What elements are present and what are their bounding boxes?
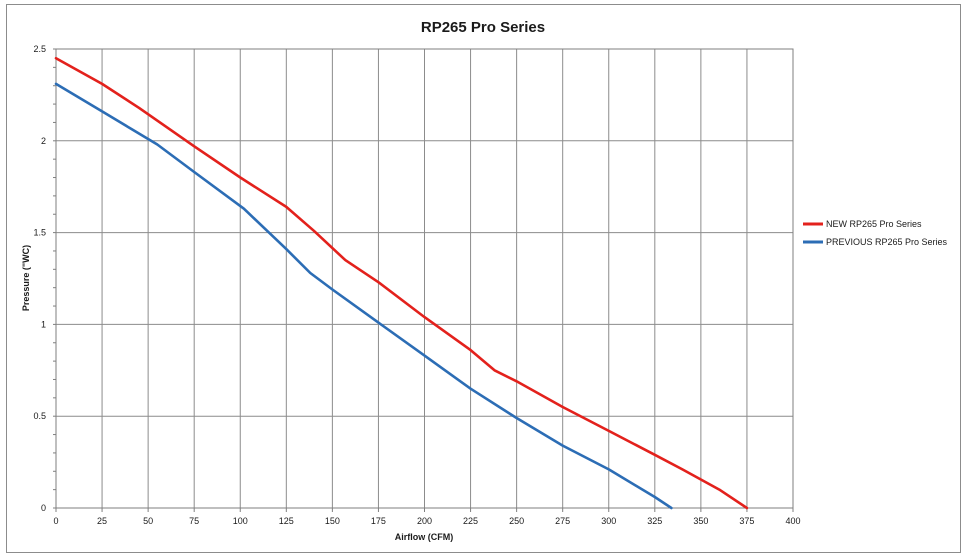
y-axis-label: Pressure ("WC) [21,245,31,311]
chart-title: RP265 Pro Series [421,19,545,36]
x-tick-label: 175 [371,516,386,526]
x-tick-label: 325 [647,516,662,526]
y-tick-label: 2 [41,136,46,146]
y-tick-label: 0 [41,503,46,513]
x-tick-label: 50 [143,516,153,526]
minor-tick-layer [53,48,794,512]
y-tick-label: 1.5 [33,228,46,238]
new-series-line [54,56,749,510]
plot-area [55,48,794,509]
x-tick-label: 225 [463,516,478,526]
x-tick-label: 350 [693,516,708,526]
x-tick-label: 100 [233,516,248,526]
y-tick-label: 0.5 [33,411,46,421]
x-tick-label: 0 [53,516,58,526]
x-tick-label: 25 [97,516,107,526]
previous-series-line [54,82,673,510]
legend-label: NEW RP265 Pro Series [826,219,922,229]
x-tick-labels: 0 25 50 75 100 125 150 175 200 225 250 275 300 325 350… [53,516,800,526]
x-tick-label: 150 [325,516,340,526]
x-tick-label: 75 [189,516,199,526]
grid-layer [56,49,793,508]
legend-label: PREVIOUS RP265 Pro Series [826,237,948,247]
x-tick-label: 300 [601,516,616,526]
x-tick-label: 275 [555,516,570,526]
x-tick-label: 250 [509,516,524,526]
x-tick-label: 400 [785,516,800,526]
y-tick-label: 2.5 [33,44,46,54]
y-tick-label: 1 [41,319,46,329]
y-tick-labels: 0 0.5 1 1.5 2 2.5 [33,44,46,513]
legend: NEW RP265 Pro Series PREVIOUS RP265 Pro S… [803,219,948,247]
x-tick-label: 200 [417,516,432,526]
x-tick-label: 125 [279,516,294,526]
chart-frame [6,4,961,553]
series-layer [54,56,749,510]
x-axis-label: Airflow (CFM) [395,532,454,542]
x-tick-label: 375 [739,516,754,526]
